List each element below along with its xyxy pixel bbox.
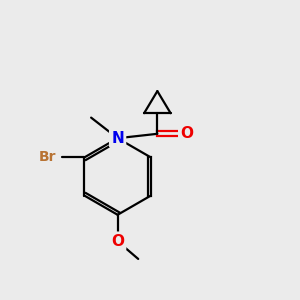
Text: N: N — [111, 131, 124, 146]
Text: O: O — [111, 234, 124, 249]
Text: Br: Br — [39, 150, 56, 164]
Text: O: O — [180, 126, 193, 141]
